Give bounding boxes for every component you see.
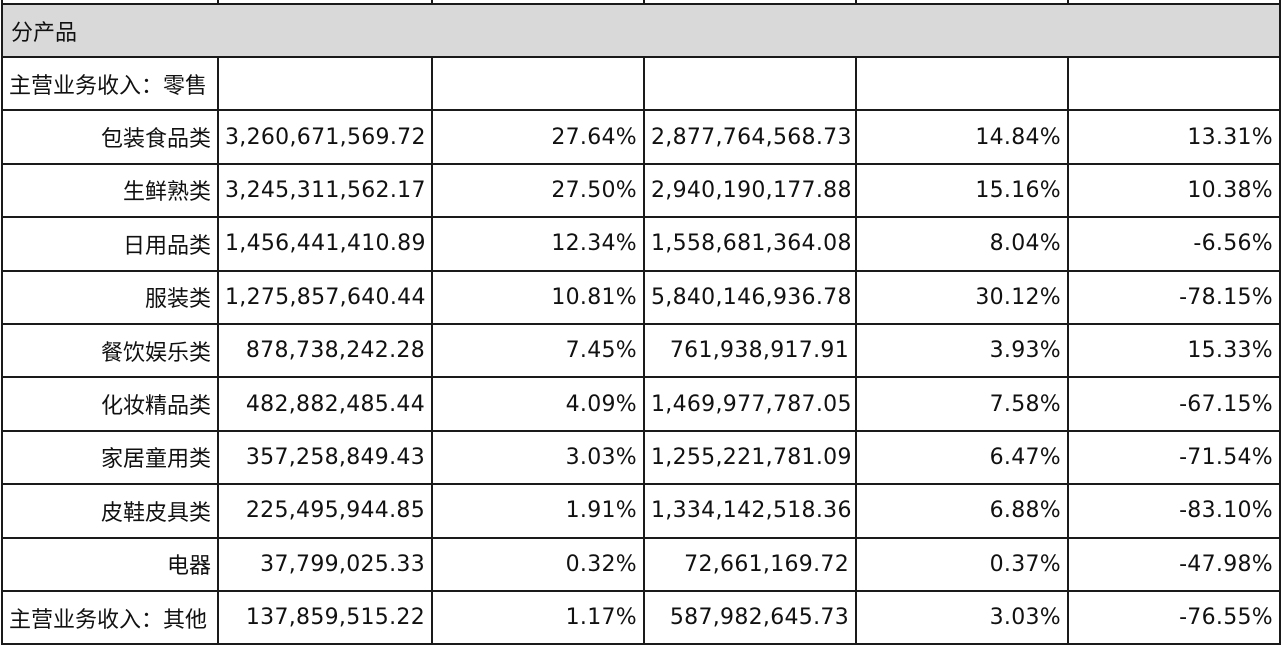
table-cell: 7.58% — [855, 376, 1069, 432]
table-cell: -47.98% — [1067, 536, 1281, 592]
row-label: 包装食品类 — [1, 109, 219, 165]
table-row: 餐饮娱乐类 878,738,242.28 7.45% 761,938,917.91 3.… — [1, 322, 1281, 379]
row-label: 日用品类 — [1, 216, 219, 272]
table-cell: 8.04% — [855, 216, 1069, 272]
table-cell: 357,258,849.43 — [217, 429, 433, 486]
table-row: 化妆精品类 482,882,485.44 4.09% 1,469,977,787.05… — [1, 376, 1281, 432]
table-cell: 137,859,515.22 — [217, 589, 433, 646]
table-cell: 1,456,441,410.89 — [217, 216, 433, 272]
table-cell: 10.38% — [1067, 162, 1281, 219]
table-cell: 878,738,242.28 — [217, 322, 433, 379]
table-cell: 3,260,671,569.72 — [217, 109, 433, 165]
table-cell: 2,877,764,568.73 — [643, 109, 857, 165]
table-row: 日用品类 1,456,441,410.89 12.34% 1,558,681,364.… — [1, 216, 1281, 272]
table-cell: -71.54% — [1067, 429, 1281, 486]
table-cell: 0.37% — [855, 536, 1069, 592]
table-cell: 1,334,142,518.36 — [643, 483, 857, 539]
row-label: 家居童用类 — [1, 429, 219, 486]
table-row: 皮鞋皮具类 225,495,944.85 1.91% 1,334,142,518.36… — [1, 483, 1281, 539]
table-cell: 587,982,645.73 — [643, 589, 857, 646]
section-header-row: 分产品 — [1, 3, 1281, 58]
section-title: 分产品 — [1, 3, 1281, 58]
table-cell: 15.33% — [1067, 322, 1281, 379]
table-row: 电器 37,799,025.33 0.32% 72,661,169.72 0.37% -4… — [1, 536, 1281, 592]
table-cell: 1,469,977,787.05 — [643, 376, 857, 432]
table-cell: 37,799,025.33 — [217, 536, 433, 592]
table-cell: 13.31% — [1067, 109, 1281, 165]
table-cell: 4.09% — [431, 376, 645, 432]
table-cell: -83.10% — [1067, 483, 1281, 539]
table-cell: 6.88% — [855, 483, 1069, 539]
table-top-edge — [1, 0, 1281, 5]
row-label: 主营业务收入：其他 — [1, 589, 219, 646]
row-label: 化妆精品类 — [1, 376, 219, 432]
row-label: 皮鞋皮具类 — [1, 483, 219, 539]
table-cell: 7.45% — [431, 322, 645, 379]
table-cell: -6.56% — [1067, 216, 1281, 272]
table-cell: -76.55% — [1067, 589, 1281, 646]
table-cell: 761,938,917.91 — [643, 322, 857, 379]
table-cell: -78.15% — [1067, 269, 1281, 325]
table-cell: 225,495,944.85 — [217, 483, 433, 539]
table-cell: 482,882,485.44 — [217, 376, 433, 432]
table-cell: 27.64% — [431, 109, 645, 165]
table-cell: 5,840,146,936.78 — [643, 269, 857, 325]
table-cell: 15.16% — [855, 162, 1069, 219]
table-row: 主营业务收入：零售 — [1, 55, 1281, 112]
table-cell: 3.03% — [855, 589, 1069, 646]
row-label: 服装类 — [1, 269, 219, 325]
table-cell — [217, 55, 433, 112]
table-cell: 3.03% — [431, 429, 645, 486]
table-cell: 3,245,311,562.17 — [217, 162, 433, 219]
table-cell — [431, 55, 645, 112]
row-label: 主营业务收入：零售 — [1, 55, 219, 112]
table-cell: 14.84% — [855, 109, 1069, 165]
table-cell: 1.91% — [431, 483, 645, 539]
table-cell — [1067, 55, 1281, 112]
table-cell: 6.47% — [855, 429, 1069, 486]
table-cell: 1.17% — [431, 589, 645, 646]
table-row: 服装类 1,275,857,640.44 10.81% 5,840,146,936.7… — [1, 269, 1281, 325]
table-cell: 3.93% — [855, 322, 1069, 379]
table-row: 主营业务收入：其他 137,859,515.22 1.17% 587,982,645.… — [1, 589, 1281, 646]
table-cell: 30.12% — [855, 269, 1069, 325]
table-cell: 12.34% — [431, 216, 645, 272]
table-cell: 10.81% — [431, 269, 645, 325]
table-cell: 1,255,221,781.09 — [643, 429, 857, 486]
table-row: 生鲜熟类 3,245,311,562.17 27.50% 2,940,190,177.… — [1, 162, 1281, 219]
table-cell: 0.32% — [431, 536, 645, 592]
table-cell — [855, 55, 1069, 112]
table-row: 包装食品类 3,260,671,569.72 27.64% 2,877,764,568… — [1, 109, 1281, 165]
table-cell: 1,275,857,640.44 — [217, 269, 433, 325]
table-cell: -67.15% — [1067, 376, 1281, 432]
row-label: 生鲜熟类 — [1, 162, 219, 219]
table-cell: 27.50% — [431, 162, 645, 219]
table-cell: 2,940,190,177.88 — [643, 162, 857, 219]
row-label: 餐饮娱乐类 — [1, 322, 219, 379]
table-cell — [643, 55, 857, 112]
table-cell: 1,558,681,364.08 — [643, 216, 857, 272]
table-cell: 72,661,169.72 — [643, 536, 857, 592]
table-row: 家居童用类 357,258,849.43 3.03% 1,255,221,781.09… — [1, 429, 1281, 486]
row-label: 电器 — [1, 536, 219, 592]
